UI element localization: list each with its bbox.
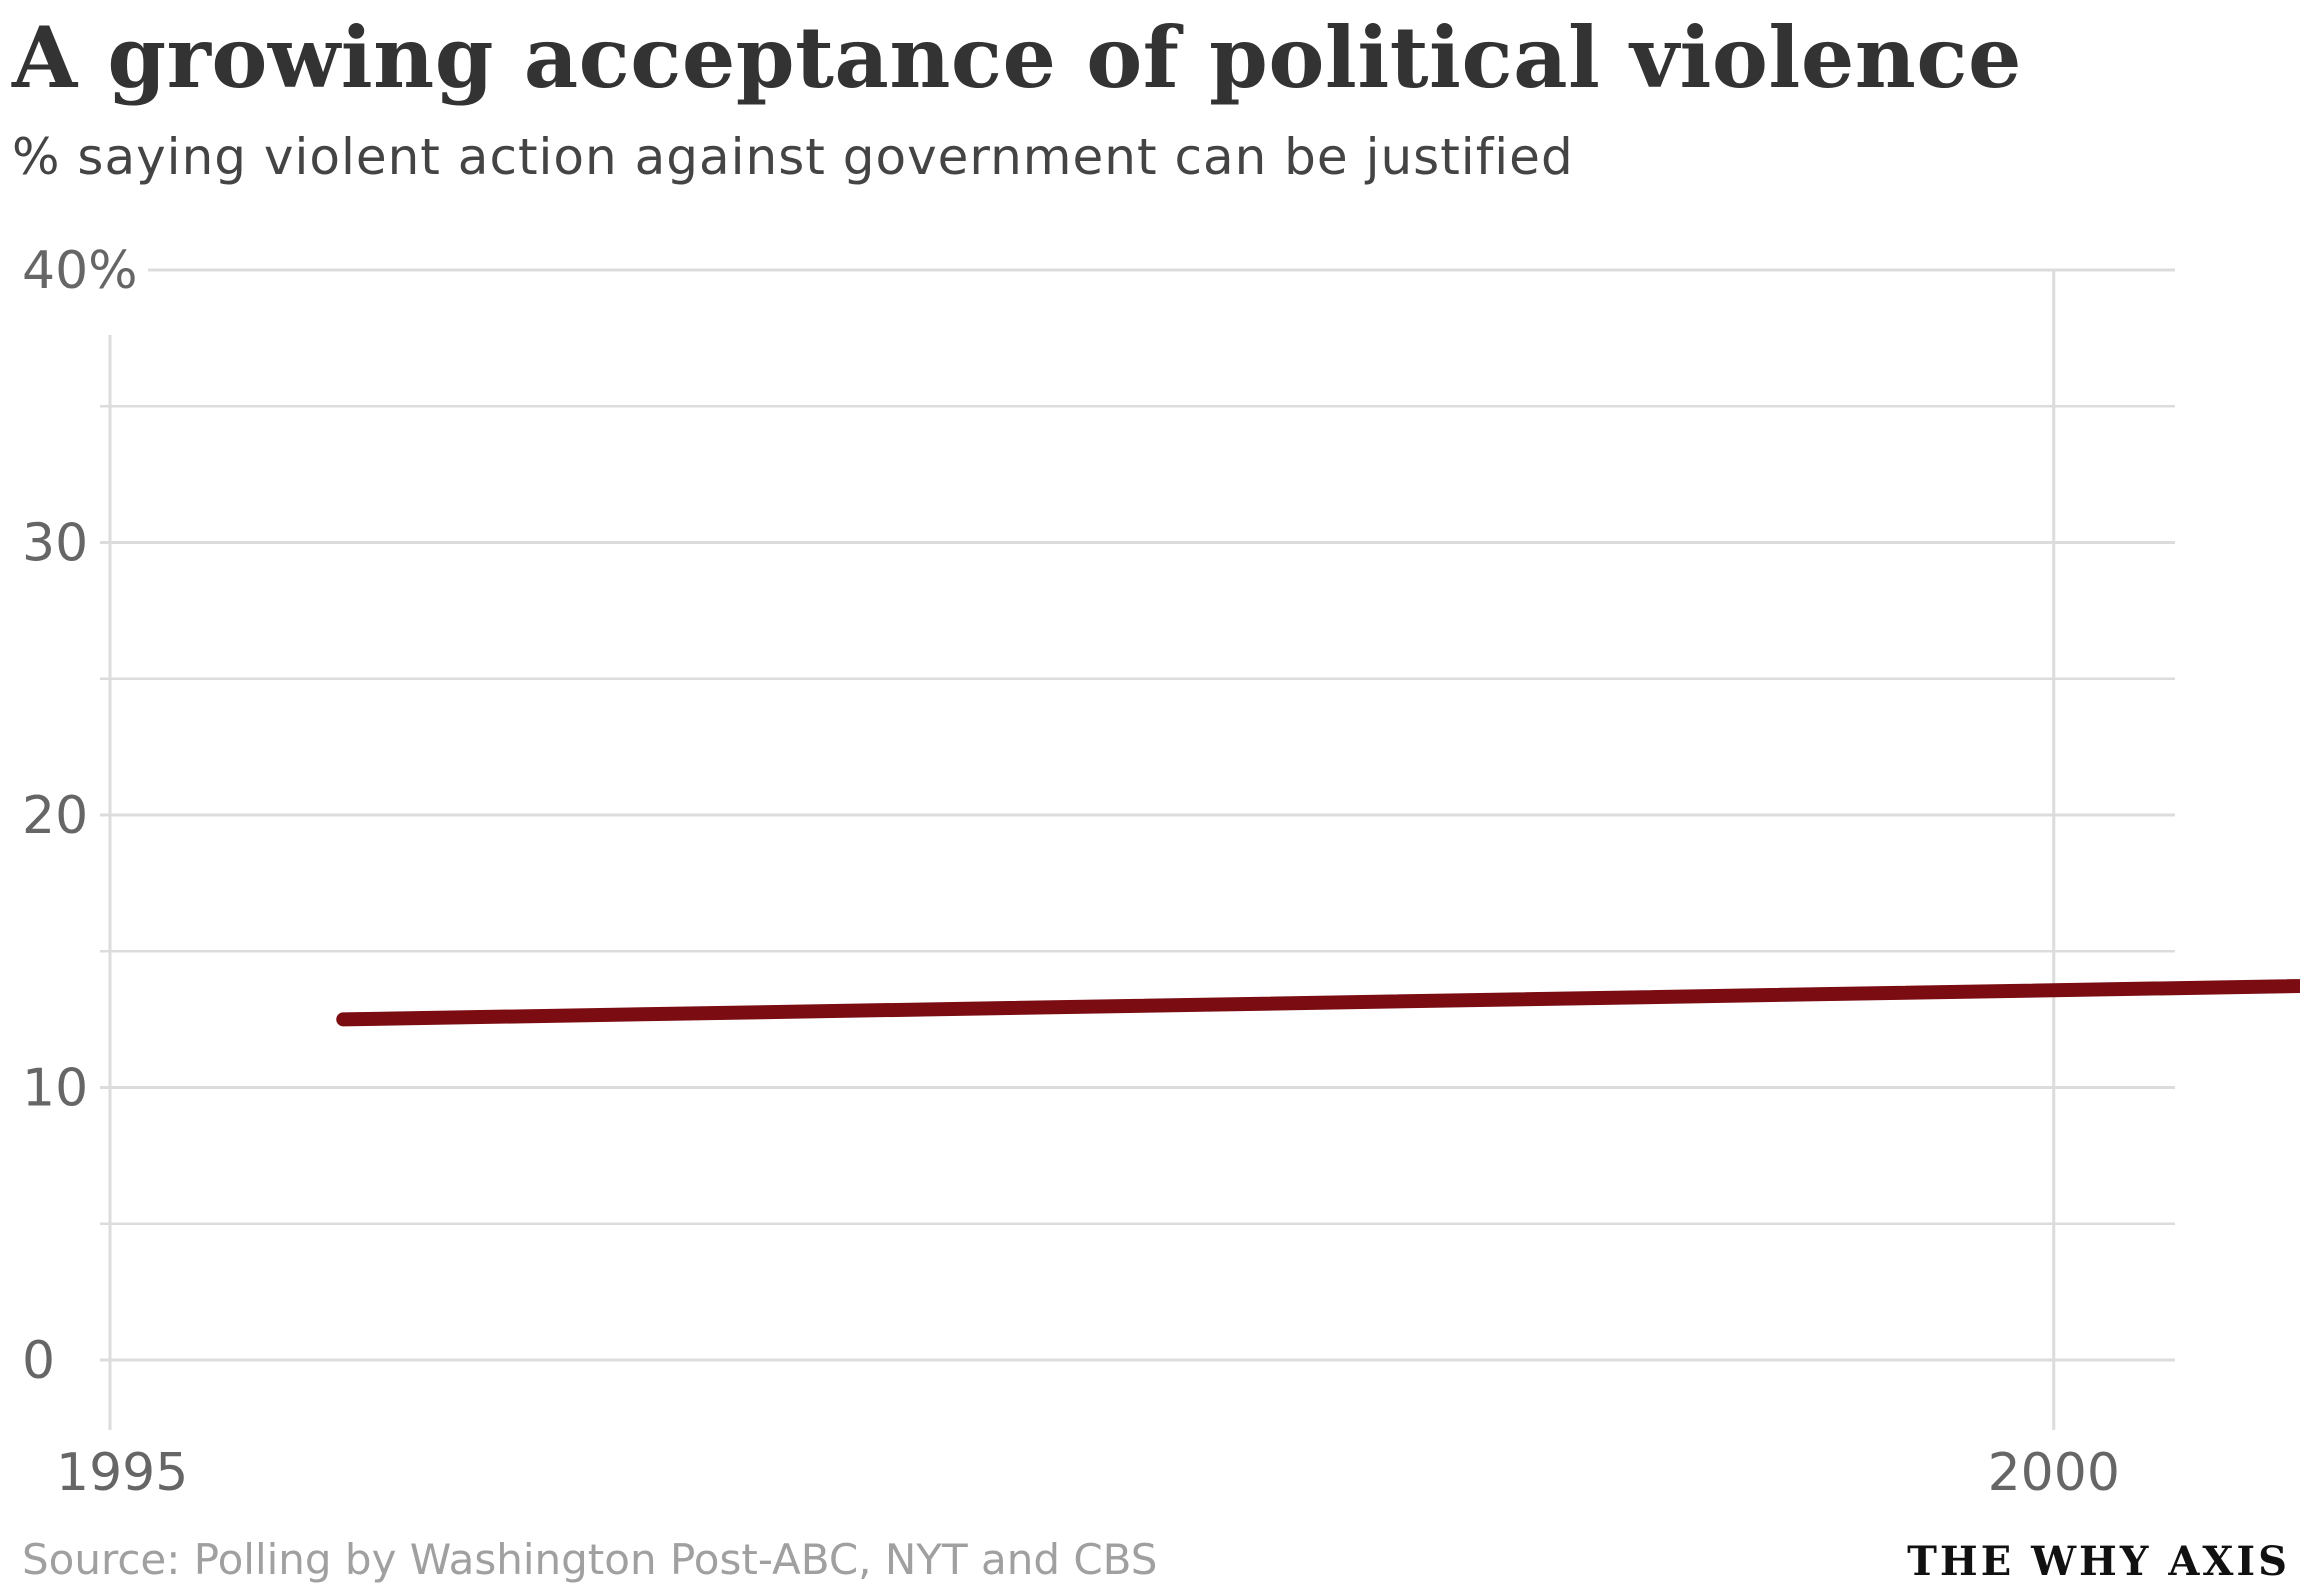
x-tick-label: 1995 [56,1443,188,1503]
brand-logo: THE WHY AXIS [1907,1538,2290,1585]
data-series [336,979,2300,1027]
series-line-0 [336,979,2300,1027]
chart-subtitle: % saying violent action against governme… [12,128,1574,186]
y-tick-label: 0 [22,1331,55,1391]
gridlines [100,268,2175,1430]
chart-title: A growing acceptance of political violen… [12,8,2022,107]
y-tick-label: 10 [22,1059,88,1119]
x-tick-label: 2000 [1988,1443,2120,1503]
source-note: Source: Polling by Washington Post-ABC, … [22,1535,1158,1584]
y-tick-label: 20 [22,786,88,846]
y-tick-label: 30 [22,514,88,574]
y-tick-label: 40% [22,241,138,301]
